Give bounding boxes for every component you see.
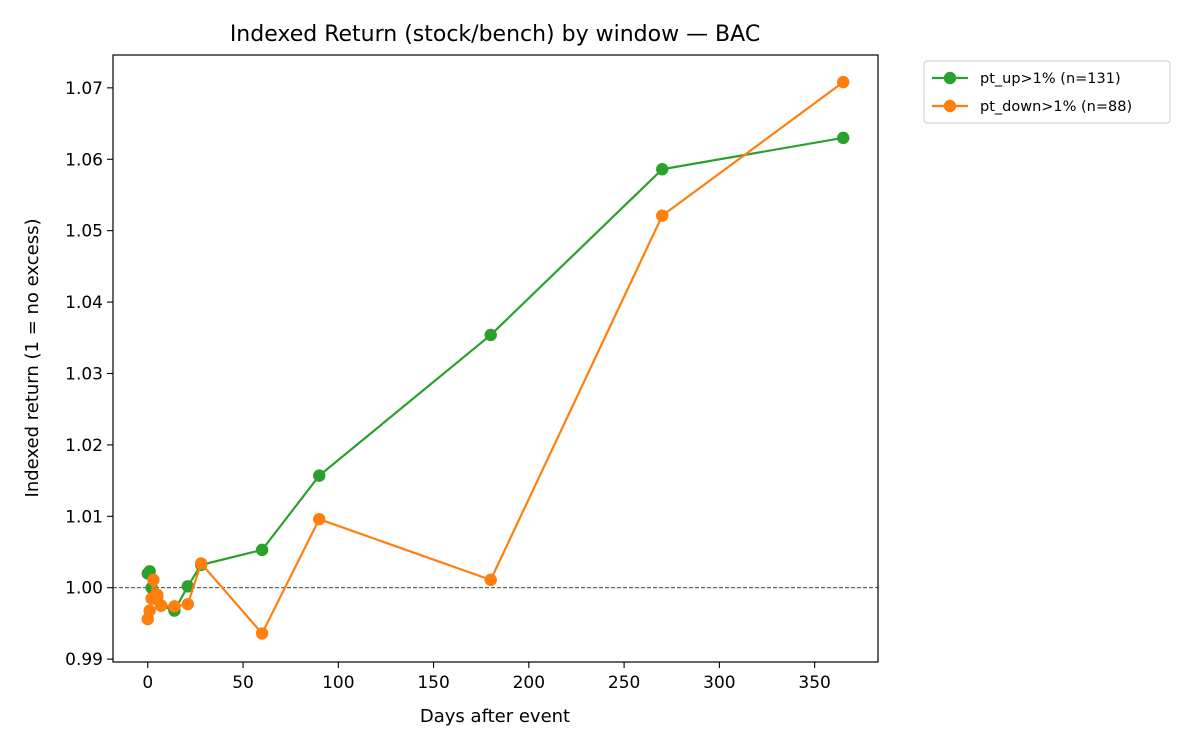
data-point-0-9 <box>255 543 269 557</box>
legend: pt_up>1% (n=131) pt_down>1% (n=88) <box>923 60 1171 124</box>
data-point-0-7 <box>181 580 194 593</box>
y-tick-label: 1.00 <box>65 579 103 599</box>
data-point-1-7 <box>181 597 194 611</box>
data-point-0-12 <box>656 163 669 176</box>
data-point-0-10 <box>313 469 326 482</box>
legend-marker-0 <box>943 71 957 85</box>
data-point-1-12 <box>656 209 669 222</box>
data-point-1-11 <box>484 573 497 587</box>
data-point-1-1 <box>143 604 156 617</box>
legend-box <box>923 60 1171 124</box>
x-tick-label: 250 <box>608 673 640 693</box>
x-tick-label: 0 <box>142 673 153 693</box>
y-tick-label: 1.07 <box>65 79 103 99</box>
y-axis-label: Indexed return (1 = no excess) <box>22 219 43 498</box>
x-tick-label: 100 <box>322 673 354 693</box>
x-axis-label: Days after event <box>420 706 570 727</box>
x-tick-label: 200 <box>513 673 545 693</box>
y-tick-label: 1.04 <box>65 293 103 313</box>
data-point-1-3 <box>147 573 160 587</box>
x-tick-label: 300 <box>703 673 735 693</box>
data-point-1-8 <box>194 557 208 570</box>
x-tick-label: 350 <box>798 673 830 693</box>
data-point-1-9 <box>255 627 269 640</box>
data-point-0-11 <box>484 328 497 342</box>
axes-frame <box>112 54 879 663</box>
y-tick-label: 1.03 <box>65 364 103 384</box>
y-tick-label: 1.02 <box>65 436 103 456</box>
x-tick-label: 50 <box>232 673 254 693</box>
plot-area: 0 50 100 150 200 250 300 350 0.99 1.00 1.01 1.02 1.0… <box>65 54 879 693</box>
y-tick-label: 1.01 <box>65 507 103 527</box>
legend-label-1: pt_down>1% (n=88) <box>980 99 1132 115</box>
data-point-1-13 <box>837 75 850 89</box>
y-tick-label: 1.06 <box>65 150 103 170</box>
data-point-1-4 <box>151 588 164 602</box>
x-tick-label: 150 <box>417 673 449 693</box>
data-point-1-6 <box>168 600 181 613</box>
y-tick-label: 1.05 <box>65 222 103 242</box>
data-point-0-13 <box>837 131 850 145</box>
data-point-1-5 <box>154 599 168 612</box>
data-point-1-10 <box>313 512 326 526</box>
chart-title: Indexed Return (stock/bench) by window —… <box>230 22 760 47</box>
y-tick-label: 0.99 <box>65 650 103 670</box>
legend-label-0: pt_up>1% (n=131) <box>980 71 1121 87</box>
legend-marker-1 <box>943 99 957 113</box>
